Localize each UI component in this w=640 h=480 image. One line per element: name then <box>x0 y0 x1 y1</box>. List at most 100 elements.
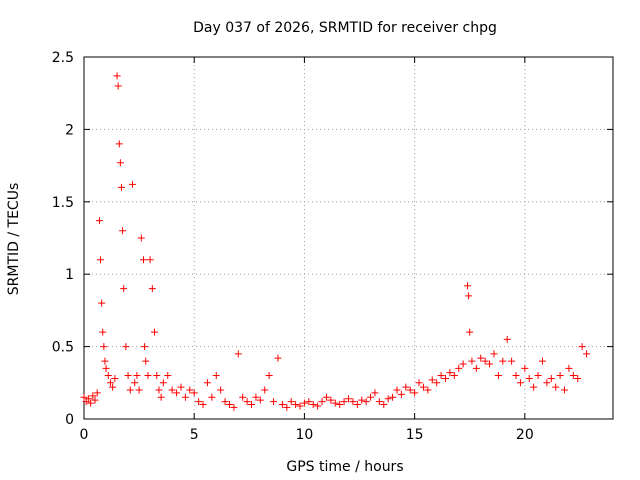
series-srmtid <box>80 72 591 411</box>
data-point <box>225 401 233 409</box>
data-point <box>314 402 322 410</box>
data-point <box>133 372 141 380</box>
data-point <box>141 343 149 351</box>
data-point <box>265 372 273 380</box>
data-point <box>256 396 264 404</box>
data-point <box>195 398 203 406</box>
data-point <box>97 256 105 264</box>
data-point <box>270 398 278 406</box>
data-point <box>318 398 326 406</box>
data-point <box>230 403 238 411</box>
data-point <box>402 383 410 391</box>
data-point <box>371 389 379 397</box>
data-point <box>117 183 125 191</box>
data-point <box>135 386 143 394</box>
data-point <box>106 379 114 387</box>
data-point <box>446 369 454 377</box>
data-point <box>574 374 582 382</box>
data-point <box>114 82 122 90</box>
data-point <box>397 390 405 398</box>
data-point <box>128 180 136 188</box>
data-point <box>424 386 432 394</box>
data-point <box>525 374 533 382</box>
data-point <box>126 386 134 394</box>
data-point <box>561 386 569 394</box>
data-point <box>119 227 127 235</box>
data-point <box>99 328 107 336</box>
data-point <box>116 159 124 167</box>
data-point <box>465 292 473 300</box>
data-point <box>239 393 247 401</box>
data-point <box>137 234 145 242</box>
data-point <box>411 389 419 397</box>
data-point <box>466 328 474 336</box>
data-point <box>115 140 123 148</box>
data-point <box>428 376 436 384</box>
data-point <box>144 372 152 380</box>
data-point <box>190 389 198 397</box>
data-point <box>157 393 165 401</box>
x-tick-label: 5 <box>190 427 199 443</box>
grid <box>84 57 613 419</box>
data-point <box>419 383 427 391</box>
data-point <box>300 399 308 407</box>
data-point <box>578 343 586 351</box>
x-tick-label: 20 <box>516 427 534 443</box>
data-point <box>283 403 291 411</box>
data-point <box>243 398 251 406</box>
data-point <box>459 360 467 368</box>
data-point <box>186 386 194 394</box>
data-point <box>212 372 220 380</box>
data-point <box>353 401 361 409</box>
data-point <box>375 398 383 406</box>
data-point <box>102 364 110 372</box>
data-point <box>177 383 185 391</box>
data-point <box>534 372 542 380</box>
data-point <box>221 398 229 406</box>
data-point <box>433 379 441 387</box>
y-tick-label: 1.5 <box>52 195 74 211</box>
data-point <box>84 395 92 403</box>
data-point <box>477 354 485 362</box>
data-point <box>164 372 172 380</box>
data-point <box>556 372 564 380</box>
data-point <box>248 401 256 409</box>
data-point <box>173 389 181 397</box>
data-point <box>455 364 463 372</box>
data-point <box>113 72 121 80</box>
data-point <box>406 386 414 394</box>
x-axis-label: GPS time / hours <box>286 459 403 475</box>
data-point <box>151 328 159 336</box>
x-tick-label: 0 <box>80 427 89 443</box>
data-point <box>146 256 154 264</box>
data-point <box>450 372 458 380</box>
data-point <box>91 396 99 404</box>
data-point <box>565 364 573 372</box>
data-point <box>120 285 128 293</box>
data-point <box>155 386 163 394</box>
data-point <box>109 383 117 391</box>
data-point <box>490 350 498 358</box>
data-point <box>322 393 330 401</box>
data-point <box>367 393 375 401</box>
data-point <box>122 343 130 351</box>
data-point <box>468 357 476 365</box>
data-point <box>95 217 103 225</box>
data-point <box>331 399 339 407</box>
data-point <box>148 285 156 293</box>
data-point <box>100 343 108 351</box>
data-point <box>327 396 335 404</box>
y-tick-label: 2.5 <box>52 50 74 66</box>
data-point <box>278 401 286 409</box>
data-point <box>384 395 392 403</box>
data-point <box>380 401 388 409</box>
data-point <box>481 357 489 365</box>
data-point <box>472 364 480 372</box>
data-point <box>340 398 348 406</box>
data-point <box>181 393 189 401</box>
data-point <box>345 395 352 403</box>
data-point <box>208 393 216 401</box>
data-point <box>252 393 260 401</box>
data-point <box>336 401 344 409</box>
